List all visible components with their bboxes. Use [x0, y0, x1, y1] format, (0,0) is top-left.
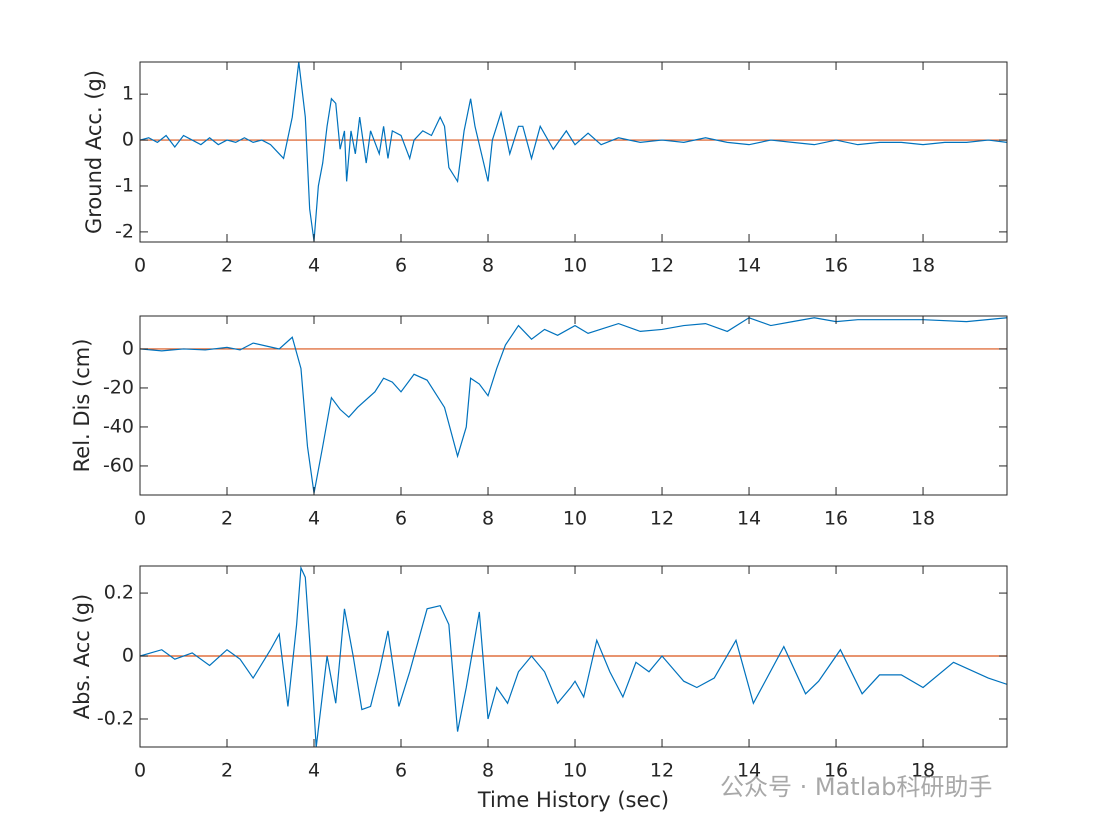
y-tick-label: -2 [115, 220, 134, 242]
x-tick-label: 0 [134, 508, 146, 530]
x-tick-label: 4 [308, 760, 320, 782]
x-tick-label: 10 [563, 508, 587, 530]
data-line [140, 317, 1007, 494]
x-tick-label: 2 [221, 760, 233, 782]
data-line [140, 566, 1007, 747]
x-tick-label: 18 [911, 508, 935, 530]
x-tick-label: 16 [824, 508, 848, 530]
y-tick-label: 0 [122, 129, 134, 151]
x-tick-label: 0 [134, 255, 146, 277]
x-axis-label: Time History (sec) [477, 788, 669, 812]
x-tick-label: 14 [737, 760, 761, 782]
y-tick-label: 0 [122, 337, 134, 359]
x-tick-label: 4 [308, 255, 320, 277]
y-tick-label: -60 [103, 454, 134, 476]
x-tick-label: 8 [482, 760, 494, 782]
x-tick-label: 8 [482, 508, 494, 530]
y-axis-label: Ground Acc. (g) [82, 70, 106, 234]
x-tick-label: 2 [221, 255, 233, 277]
y-tick-label: -0.2 [97, 707, 134, 729]
y-axis-label: Abs. Acc (g) [70, 594, 94, 719]
y-tick-label: 1 [122, 83, 134, 105]
y-tick-label: 0 [122, 645, 134, 667]
y-tick-label: 0.2 [104, 582, 134, 604]
x-tick-label: 0 [134, 760, 146, 782]
x-tick-label: 10 [563, 255, 587, 277]
x-tick-label: 18 [911, 760, 935, 782]
x-tick-label: 4 [308, 508, 320, 530]
x-tick-label: 14 [737, 508, 761, 530]
y-tick-label: -1 [115, 174, 134, 196]
x-tick-label: 8 [482, 255, 494, 277]
y-tick-label: -40 [103, 415, 134, 437]
x-tick-label: 16 [824, 255, 848, 277]
y-tick-label: -20 [103, 376, 134, 398]
watermark: 公众号 · Matlab科研助手 [720, 773, 992, 801]
x-tick-label: 14 [737, 255, 761, 277]
x-tick-label: 12 [650, 255, 674, 277]
axes-box [139, 61, 1008, 243]
x-tick-label: 2 [221, 508, 233, 530]
axes-box [139, 315, 1008, 496]
x-tick-label: 10 [563, 760, 587, 782]
x-tick-label: 16 [824, 760, 848, 782]
x-tick-label: 6 [395, 255, 407, 277]
x-tick-label: 18 [911, 255, 935, 277]
x-tick-label: 6 [395, 508, 407, 530]
x-tick-label: 12 [650, 760, 674, 782]
x-tick-label: 12 [650, 508, 674, 530]
data-line [140, 62, 1007, 242]
x-tick-label: 6 [395, 760, 407, 782]
y-axis-label: Rel. Dis (cm) [70, 339, 94, 473]
